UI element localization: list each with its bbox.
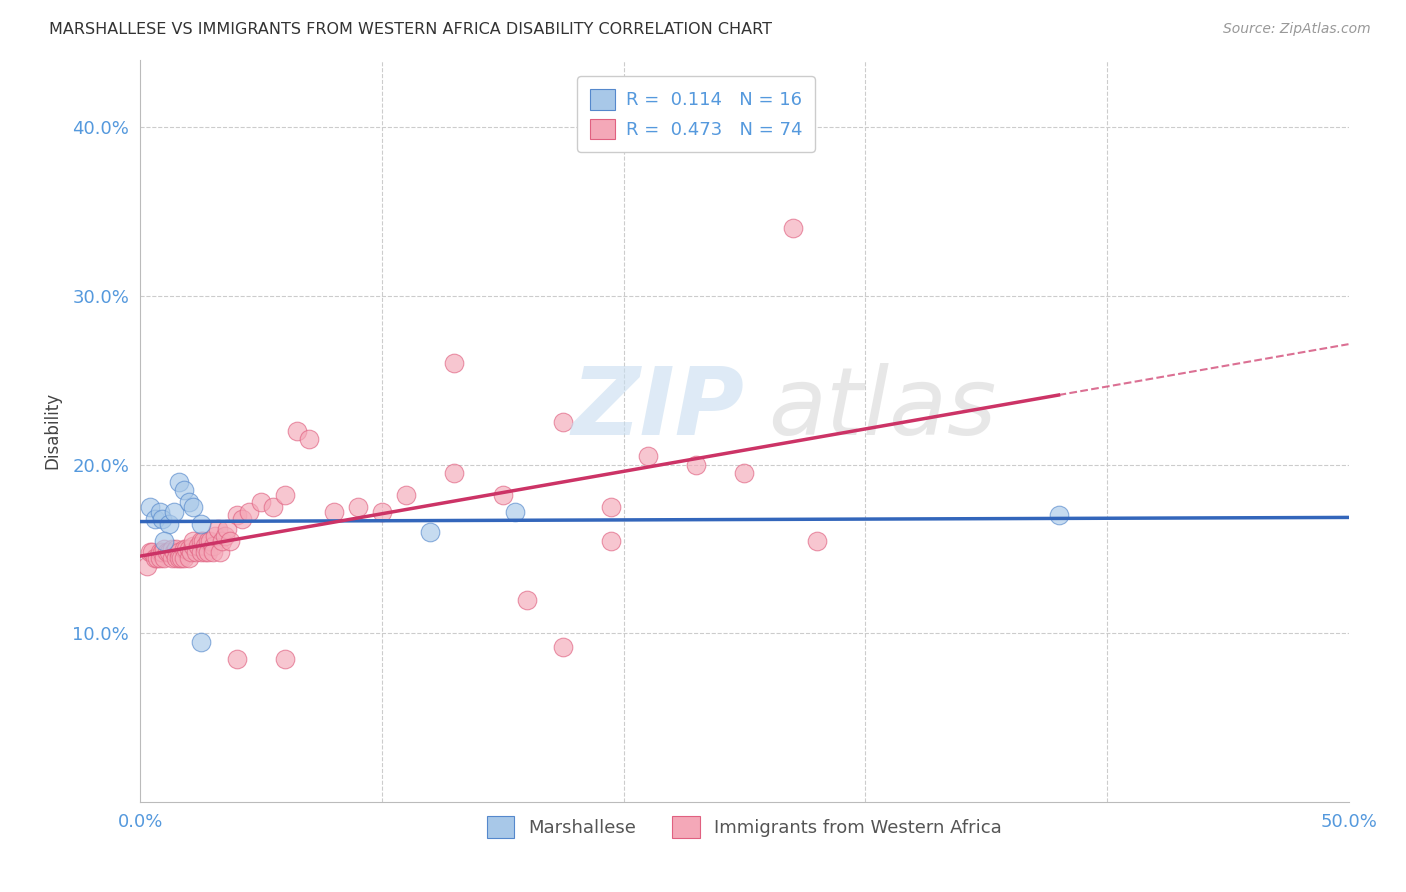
Point (516, 592, 538, 607)
Point (600, 500, 623, 514)
Point (170, 550, 193, 565)
Point (150, 545, 173, 559)
Point (153, 550, 176, 565)
Point (1047, 508, 1070, 523)
Point (183, 539, 205, 553)
Point (371, 505, 394, 519)
Point (190, 533, 212, 548)
Point (160, 550, 183, 565)
Point (163, 545, 186, 559)
Point (166, 542, 188, 557)
Point (217, 522, 239, 536)
Point (553, 640, 575, 654)
Point (225, 652, 247, 666)
Point (322, 505, 344, 519)
Point (194, 545, 217, 559)
Point (177, 542, 200, 557)
Point (492, 488, 515, 502)
Point (197, 533, 219, 548)
Point (218, 533, 240, 548)
Point (167, 475, 190, 489)
Point (177, 550, 200, 565)
Point (139, 500, 162, 514)
Point (250, 495, 273, 509)
Point (136, 558, 159, 573)
Point (183, 533, 205, 548)
Point (197, 545, 219, 559)
Point (685, 458, 707, 472)
Point (395, 488, 418, 502)
Point (141, 545, 163, 559)
Point (146, 550, 169, 565)
Point (174, 542, 197, 557)
Point (177, 495, 200, 509)
Text: ZIP: ZIP (571, 363, 744, 455)
Point (806, 533, 828, 548)
Point (167, 550, 190, 565)
Point (148, 505, 170, 519)
Point (274, 488, 297, 502)
Point (190, 635, 212, 649)
Point (160, 542, 183, 557)
Point (173, 542, 195, 557)
Point (173, 483, 195, 497)
Point (298, 433, 321, 447)
Point (157, 545, 180, 559)
Point (208, 545, 231, 559)
Point (207, 522, 229, 536)
Point (733, 466, 755, 480)
Point (184, 545, 207, 559)
Point (187, 539, 209, 553)
Point (262, 500, 284, 514)
Point (190, 516, 212, 531)
Point (191, 533, 214, 548)
Legend: Marshallese, Immigrants from Western Africa: Marshallese, Immigrants from Western Afr… (479, 809, 1010, 846)
Point (274, 652, 297, 666)
Point (225, 508, 247, 523)
Point (214, 528, 236, 542)
Point (419, 525, 441, 540)
Point (201, 545, 224, 559)
Text: atlas: atlas (769, 363, 997, 454)
Point (173, 550, 195, 565)
Text: MARSHALLESE VS IMMIGRANTS FROM WESTERN AFRICA DISABILITY CORRELATION CHART: MARSHALLESE VS IMMIGRANTS FROM WESTERN A… (49, 22, 772, 37)
Point (204, 528, 226, 542)
Point (201, 539, 224, 553)
Point (143, 512, 166, 526)
Point (211, 533, 233, 548)
Point (180, 545, 202, 559)
Point (148, 550, 170, 565)
Point (553, 416, 575, 430)
Point (153, 542, 176, 557)
Point (443, 356, 465, 370)
Point (163, 505, 186, 519)
Point (143, 550, 166, 565)
Point (148, 545, 170, 559)
Point (200, 533, 222, 548)
Point (183, 500, 205, 514)
Point (346, 500, 368, 514)
Point (285, 424, 308, 438)
Point (194, 539, 217, 553)
Point (238, 505, 260, 519)
Point (150, 512, 173, 526)
Point (166, 550, 188, 565)
Point (231, 512, 253, 526)
Y-axis label: Disability: Disability (44, 392, 60, 469)
Point (153, 533, 176, 548)
Point (637, 449, 659, 463)
Point (782, 221, 804, 235)
Point (156, 545, 179, 559)
Point (139, 545, 162, 559)
Point (157, 516, 180, 531)
Point (190, 545, 212, 559)
Point (443, 466, 465, 480)
Point (167, 545, 190, 559)
Text: Source: ZipAtlas.com: Source: ZipAtlas.com (1223, 22, 1371, 37)
Point (503, 505, 526, 519)
Point (600, 533, 623, 548)
